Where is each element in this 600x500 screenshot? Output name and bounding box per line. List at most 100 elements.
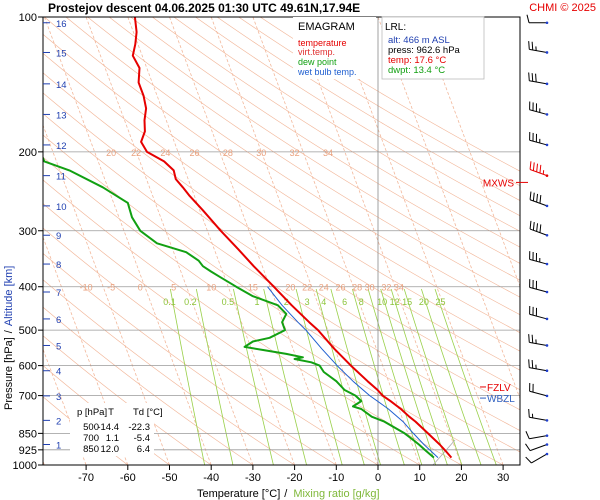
dry-adiabat-line (43, 156, 504, 465)
wind-barb-dot (545, 51, 549, 54)
altitude-tick-label: 6 (56, 315, 61, 326)
isotherm-label: 30 (256, 148, 266, 158)
dry-adiabat-line (43, 203, 420, 465)
wind-barb-dot (545, 394, 549, 398)
mixing-ratio-line (390, 288, 448, 465)
dry-adiabat-line (195, 17, 520, 217)
dry-adiabat-line (43, 113, 520, 431)
wind-barb-feather (528, 334, 530, 343)
background-grid (43, 17, 520, 465)
pressure-tick-label: 300 (19, 226, 37, 238)
temperature-tick-label: -30 (245, 472, 261, 484)
pressure-tick-label: 500 (19, 325, 37, 337)
isotherm-label: -10 (80, 283, 93, 293)
wind-barb (528, 334, 549, 347)
legend-item-wet-bulb: wet bulb temp. (297, 67, 357, 77)
mixing-ratio-label: 10 (377, 297, 387, 307)
mixing-ratio-label: 12 (390, 297, 400, 307)
isotherm-label: 28 (352, 283, 362, 293)
altitude-tick-label: 2 (56, 416, 61, 427)
altitude-tick-label: 11 (56, 172, 66, 183)
isotherm-label: 20 (106, 148, 116, 158)
wind-barb-dot (545, 174, 549, 177)
dry-adiabat-line (43, 306, 254, 465)
axis-ticks: 1002003004005006007008509251000123456789… (13, 12, 510, 484)
dry-adiabat-line (43, 252, 337, 465)
temperature-axis-label: Temperature [°C] (197, 488, 280, 500)
mixing-ratio-line (295, 288, 343, 465)
mixing-ratio-label: 20 (419, 297, 429, 307)
isotherm-label: 10 (206, 283, 216, 293)
temperature-tick-label: 20 (455, 472, 467, 484)
mixing-ratio-line (421, 288, 482, 465)
wind-barb (528, 41, 549, 54)
wind-barb-feather (532, 162, 535, 171)
dry-adiabat-line (87, 17, 520, 298)
dry-adiabat-line (130, 17, 520, 264)
lrl-title: LRL: (385, 22, 406, 33)
mixing-ratio-line (367, 288, 423, 465)
wind-barb (529, 191, 549, 208)
temperature-tick-label: -50 (162, 472, 178, 484)
wind-barb-dot (545, 204, 549, 208)
mixing-ratio-line (380, 288, 437, 465)
pressure-tick-label: 200 (19, 147, 37, 159)
mixing-ratio-label: 0.2 (184, 297, 197, 307)
y-axis-title: Pressure [hPa] / Altitude [km] (3, 266, 15, 410)
dry-adiabat-line (43, 365, 170, 465)
chart-title: Prostejov descent 04.06.2025 01:30 UTC 4… (48, 1, 360, 15)
dry-adiabat-line (43, 134, 520, 453)
wind-barb (529, 161, 549, 177)
wind-barb-feather (536, 163, 539, 172)
wind-barb-feather (528, 408, 530, 418)
pressure-tick-label: 600 (19, 361, 37, 373)
table-cell: -22.3 (128, 422, 150, 433)
legend-item-dew-point: dew point (298, 57, 337, 67)
dry-adiabat-line (216, 17, 520, 201)
altitude-tick-label: 10 (56, 202, 67, 213)
isotherm-label: 24 (160, 148, 170, 158)
wind-barb-feather (526, 14, 530, 23)
pressure-tick-label: 925 (19, 445, 37, 457)
lrl-dewpoint: dwpt: 13.4 °C (388, 65, 445, 76)
isotherm-label: 0 (138, 283, 143, 293)
isotherm-label: 34 (323, 148, 333, 158)
wind-barb (529, 251, 549, 266)
grid-line-labels: 20 22 24 26 28 30 32 34-10 -5 0 5 10 15 20 22 24 26 28 30 3… (80, 148, 446, 307)
altitude-tick-label: 5 (56, 341, 61, 352)
wind-barb-dot (545, 290, 549, 294)
wind-barb-feather (529, 191, 532, 200)
pressure-tick-label: 1000 (13, 460, 37, 472)
table-cell: -5.4 (134, 433, 150, 444)
wind-barb-dot (545, 419, 549, 422)
legend-item-virt-temp: virt.temp. (298, 47, 335, 57)
wind-barb-dot (545, 262, 549, 266)
mixing-ratio-axis-label: Mixing ratio [g/kg] (293, 488, 379, 500)
mixing-ratio-line (434, 288, 497, 465)
series-line-dew-point (43, 155, 435, 459)
x-axis-title: Temperature [°C] / Mixing ratio [g/kg] (197, 488, 380, 500)
dry-adiabat-line (65, 17, 520, 316)
fzlv-label: FZLV (487, 383, 511, 394)
wind-barb-dot (545, 317, 549, 321)
wind-barb (526, 14, 549, 25)
wind-barb-feather (525, 431, 530, 439)
wind-barb-dot (545, 233, 549, 237)
wind-barb-staff (529, 444, 548, 452)
wind-barb (528, 72, 549, 86)
copyright: CHMI © 2025 (529, 2, 596, 14)
svg-text:Pressure [hPa]/Altitude [km]: Pressure [hPa] / Altitude [km] (3, 266, 15, 410)
table-cell: 500 (83, 422, 99, 433)
wind-barbs (525, 14, 549, 464)
legend-item-temperature: temperature (298, 38, 347, 48)
table-header-p: p [hPa] (77, 407, 107, 418)
wind-barb (528, 408, 549, 422)
pressure-tick-label: 700 (19, 391, 37, 403)
wind-barb-feather (528, 72, 530, 81)
wind-barb-dot (545, 443, 549, 446)
level-markers: MXWS FZLV WBZL (480, 178, 528, 405)
isotherm-label: 5 (171, 283, 176, 293)
mixing-ratio-label: 0.5 (222, 297, 235, 307)
wind-barb-dot (545, 344, 549, 347)
